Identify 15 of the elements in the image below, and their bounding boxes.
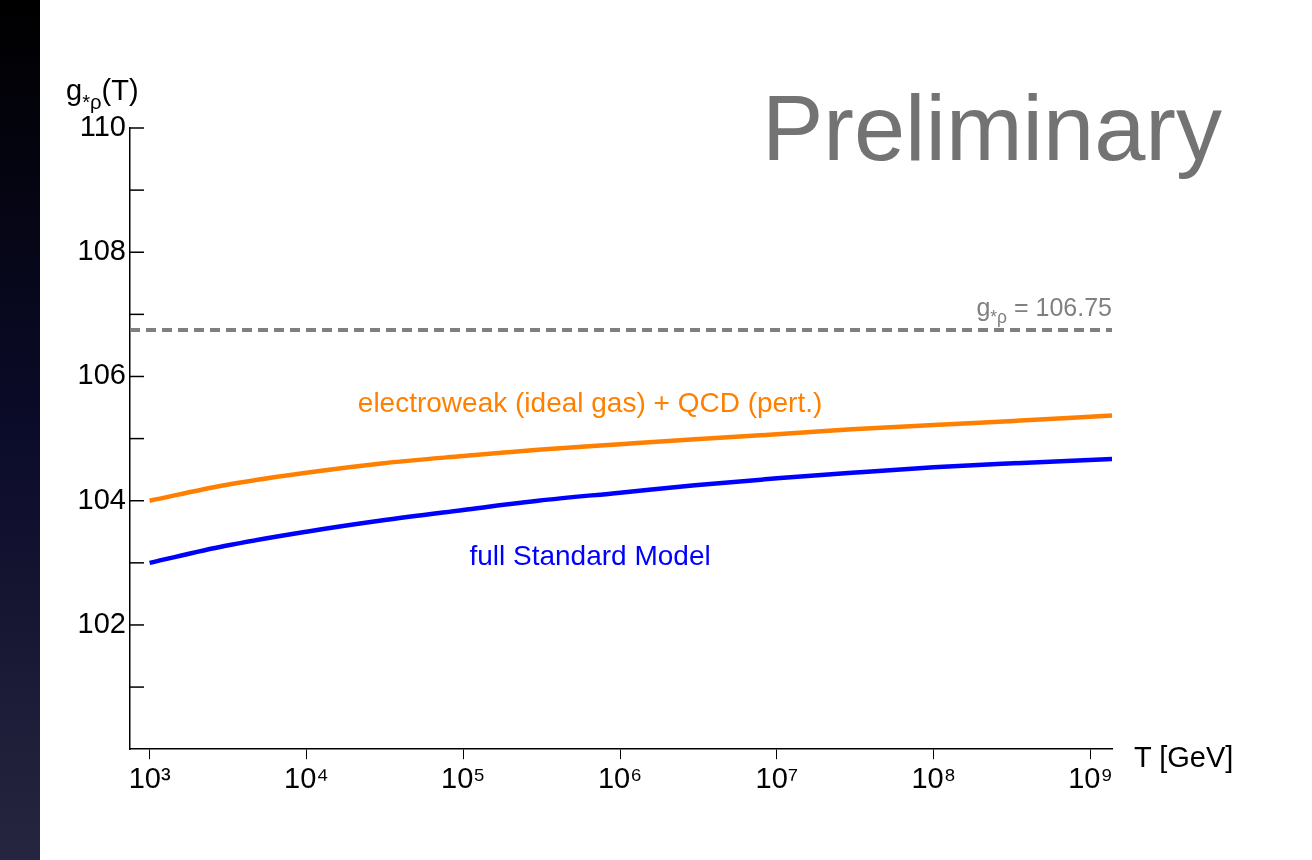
y-tick-label: 106 — [77, 358, 126, 391]
series-label: electroweak (ideal gas) + QCD (pert.) — [357, 387, 823, 419]
x-axis-title: T [GeV] — [1134, 741, 1234, 774]
x-tick-label: 10⁹ — [1068, 761, 1113, 794]
x-tick-label: 10⁴ — [284, 761, 329, 794]
y-tick-label: 102 — [77, 606, 126, 639]
y-tick-label: 108 — [77, 234, 126, 267]
x-tick-label: 10⁵ — [441, 761, 486, 794]
x-tick-label: 10⁶ — [597, 761, 643, 794]
x-tick-label: 10⁸ — [911, 761, 956, 794]
annotation: Preliminary — [761, 77, 1222, 179]
series-label: full Standard Model — [469, 539, 711, 571]
x-tick-label: 10⁷ — [755, 761, 799, 794]
y-tick-label: 104 — [77, 482, 126, 515]
x-tick-label: 10³ — [128, 761, 171, 794]
